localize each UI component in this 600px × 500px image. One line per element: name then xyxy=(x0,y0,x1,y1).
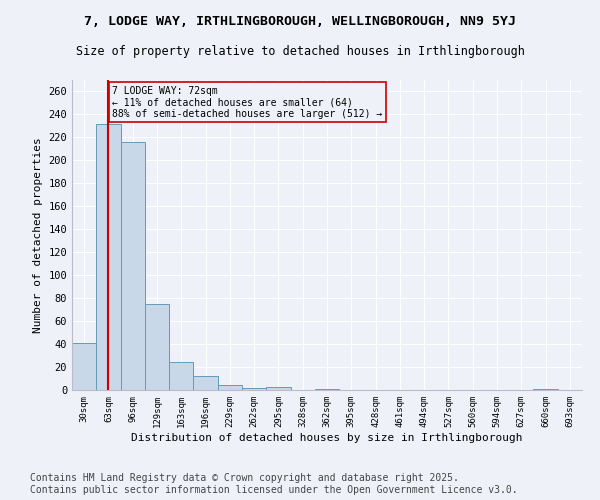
Bar xyxy=(266,386,290,390)
Bar xyxy=(218,386,242,390)
Y-axis label: Number of detached properties: Number of detached properties xyxy=(33,137,43,333)
Bar xyxy=(145,304,169,390)
Bar xyxy=(72,343,96,390)
X-axis label: Distribution of detached houses by size in Irthlingborough: Distribution of detached houses by size … xyxy=(131,432,523,442)
Text: Size of property relative to detached houses in Irthlingborough: Size of property relative to detached ho… xyxy=(76,45,524,58)
Bar xyxy=(242,388,266,390)
Text: 7, LODGE WAY, IRTHLINGBOROUGH, WELLINGBOROUGH, NN9 5YJ: 7, LODGE WAY, IRTHLINGBOROUGH, WELLINGBO… xyxy=(84,15,516,28)
Bar xyxy=(193,376,218,390)
Bar xyxy=(96,124,121,390)
Bar xyxy=(315,389,339,390)
Bar xyxy=(121,142,145,390)
Bar xyxy=(533,389,558,390)
Text: Contains HM Land Registry data © Crown copyright and database right 2025.
Contai: Contains HM Land Registry data © Crown c… xyxy=(30,474,518,495)
Bar xyxy=(169,362,193,390)
Text: 7 LODGE WAY: 72sqm
← 11% of detached houses are smaller (64)
88% of semi-detache: 7 LODGE WAY: 72sqm ← 11% of detached hou… xyxy=(112,86,382,119)
